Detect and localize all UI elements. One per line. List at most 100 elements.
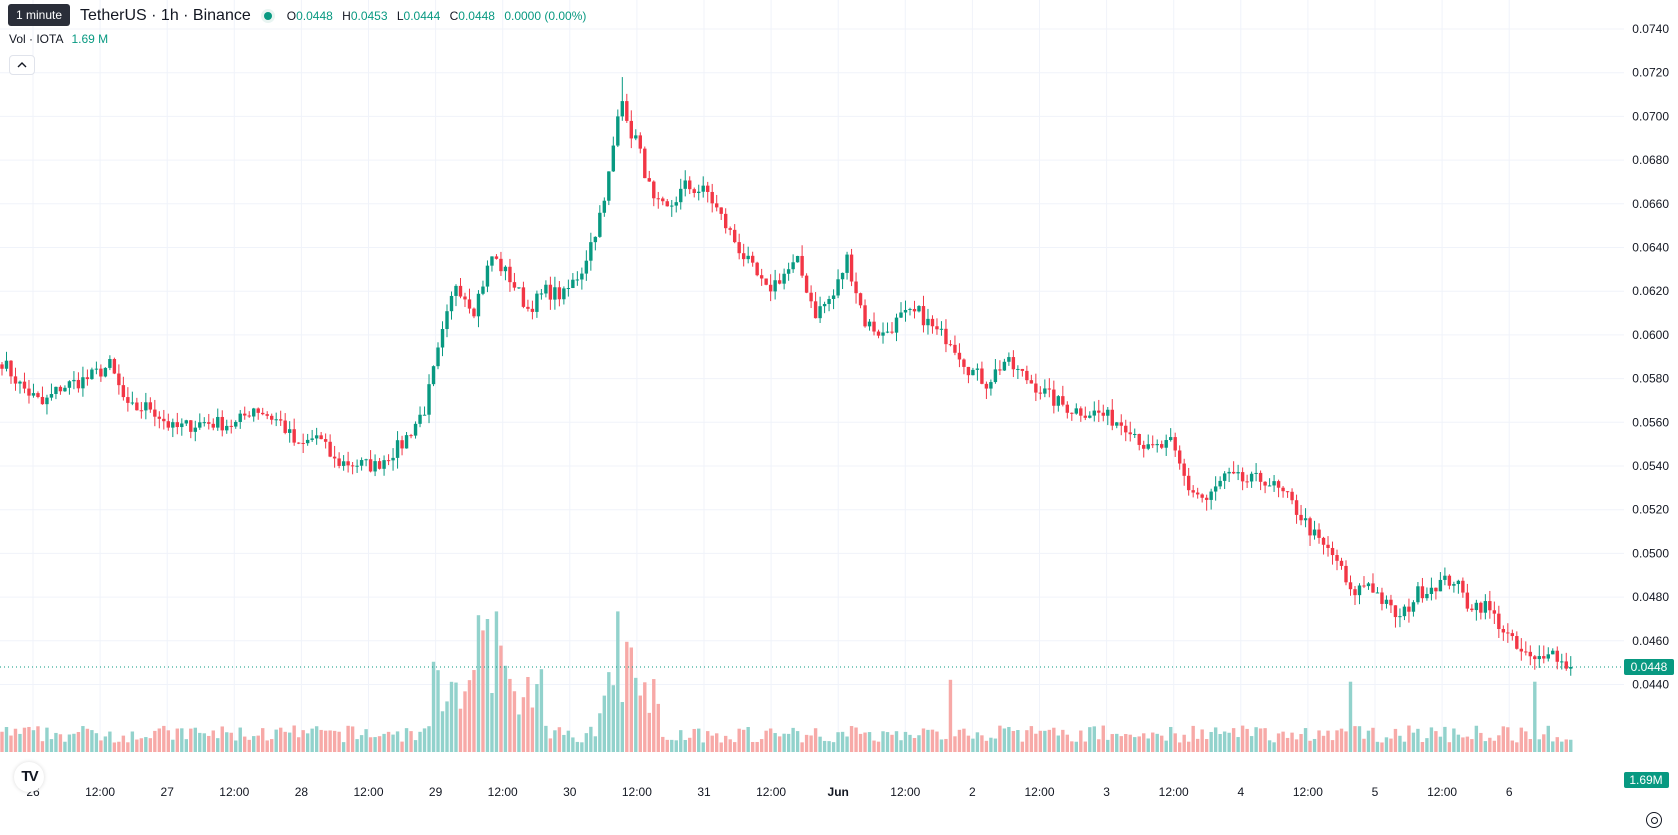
- volume-bar: [108, 731, 112, 752]
- candle-body: [539, 293, 544, 295]
- candle-body: [85, 377, 90, 380]
- volume-bar: [867, 732, 872, 752]
- time-tick-label: 6: [1506, 785, 1513, 799]
- volume-bar: [1425, 738, 1429, 752]
- volume-bar: [544, 725, 548, 752]
- volume-bar: [962, 728, 966, 752]
- candle-body: [1222, 473, 1227, 481]
- volume-bar: [503, 665, 508, 752]
- candle-body: [364, 459, 368, 461]
- market-status-icon[interactable]: [260, 9, 275, 23]
- candle-body: [917, 306, 921, 312]
- candle-body: [202, 422, 206, 424]
- volume-bar: [674, 740, 678, 752]
- volume-bar: [1537, 739, 1541, 752]
- candle-body: [36, 393, 40, 397]
- candle-body: [750, 255, 755, 263]
- candle-body: [512, 282, 517, 288]
- time-tick-label: 12:00: [622, 785, 652, 799]
- candle-body: [27, 388, 31, 396]
- volume-bar: [413, 740, 418, 752]
- price-tick-label: 0.0480: [1632, 590, 1669, 604]
- price-tick-label: 0.0500: [1632, 546, 1669, 560]
- volume-bar: [643, 682, 647, 752]
- candle-body: [1339, 560, 1344, 566]
- volume-bar: [126, 742, 130, 752]
- candle-body: [445, 311, 449, 330]
- candle-body: [526, 306, 530, 309]
- price-tick-label: 0.0720: [1632, 66, 1669, 80]
- volume-bar: [1551, 741, 1555, 752]
- volume-bar: [90, 730, 94, 752]
- volume-bar: [1434, 731, 1438, 752]
- candle-body: [130, 402, 135, 404]
- symbol-title[interactable]: TetherUS · 1h · Binance: [80, 7, 251, 24]
- volume-bar: [697, 728, 701, 752]
- candle-body: [1276, 481, 1281, 488]
- candle-body: [1303, 518, 1308, 521]
- volume-bar: [1483, 741, 1488, 752]
- volume-bar: [1339, 728, 1344, 752]
- volume-bar: [1052, 727, 1056, 752]
- settings-gear-icon[interactable]: [1646, 812, 1662, 828]
- candle-body: [1151, 444, 1155, 446]
- volume-bar: [1047, 729, 1052, 752]
- candle-body: [472, 308, 476, 317]
- volume-bar: [629, 647, 633, 752]
- price-axis[interactable]: 0.0740 0.0720 0.0700 0.0680 0.0660 0.0640 0.06…: [1632, 22, 1669, 692]
- volume-bar: [701, 742, 705, 752]
- volume-bar: [472, 670, 476, 752]
- volume-bar: [418, 731, 422, 752]
- candle-body: [1501, 629, 1506, 633]
- volume-bar: [171, 739, 175, 752]
- candle-body: [346, 461, 350, 466]
- candle-body: [912, 308, 917, 312]
- candle-body: [715, 203, 719, 208]
- candle-body: [755, 262, 759, 276]
- volume-bar: [1330, 740, 1335, 752]
- candle-body: [521, 287, 526, 307]
- candle-body: [854, 281, 858, 294]
- volume-bar: [777, 736, 782, 752]
- volume-bar: [175, 728, 180, 752]
- volume-bar: [625, 641, 629, 752]
- volume-bar: [252, 736, 256, 752]
- candle-body: [103, 367, 108, 377]
- volume-bar: [490, 693, 494, 752]
- volume-bar: [759, 739, 764, 752]
- tradingview-logo-icon[interactable]: TV: [14, 762, 44, 792]
- legend-row: TetherUS · 1h · Binance O0.0448 H0.0453 …: [8, 6, 592, 26]
- time-tick-label: 12:00: [1024, 785, 1054, 799]
- volume-bar: [1092, 726, 1096, 752]
- volume-bar: [993, 738, 998, 752]
- price-tick-label: 0.0620: [1632, 284, 1669, 298]
- volume-bar: [1542, 734, 1546, 752]
- volume-bar: [813, 728, 818, 752]
- time-axis[interactable]: 2 6 12:00 27 12:00 28 12:00 29 12:00 30 12:00 31 12:…: [26, 785, 1513, 799]
- high-value: 0.0453: [350, 9, 388, 23]
- candle-body: [1110, 409, 1114, 426]
- volume-bar: [521, 697, 526, 752]
- volume-bar: [1020, 741, 1025, 752]
- candle-body: [193, 427, 197, 432]
- volume-value: 1.69 M: [71, 32, 109, 46]
- candle-body: [427, 384, 431, 415]
- volume-bar: [449, 681, 454, 752]
- candle-body: [310, 438, 314, 440]
- volume-bar: [782, 733, 786, 752]
- volume-bar: [948, 679, 953, 752]
- candle-body: [1483, 601, 1488, 613]
- collapse-legend-button[interactable]: [9, 55, 35, 75]
- volume-bar: [670, 739, 674, 752]
- candle-body: [274, 419, 278, 421]
- candle-body: [611, 145, 616, 172]
- candle-body: [665, 201, 669, 207]
- volume-bar: [1160, 735, 1164, 752]
- candle-body: [341, 461, 346, 466]
- candle-body: [265, 414, 269, 416]
- volume-label[interactable]: Vol · IOTA: [9, 32, 64, 46]
- volume-bar: [1074, 741, 1079, 752]
- candle-body: [625, 101, 629, 121]
- candle-body: [1447, 575, 1452, 586]
